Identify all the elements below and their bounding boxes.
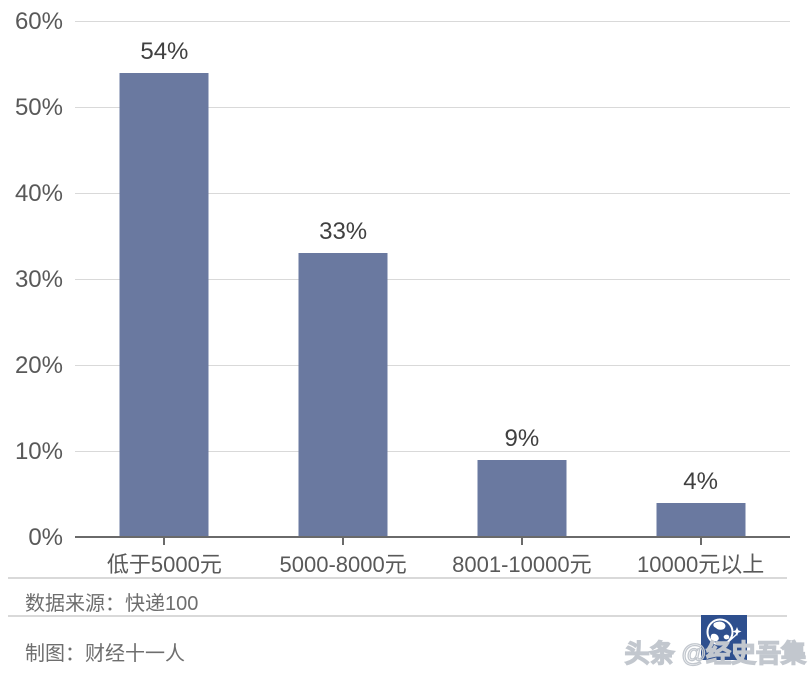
bar-chart-plot: 54% 33% 9% 4%: [75, 20, 790, 545]
bar-slot: 4%: [611, 21, 790, 545]
bar-value-label: 54%: [140, 37, 189, 65]
x-axis-line: [75, 535, 790, 538]
gridline: [75, 450, 790, 453]
chart-credit-text: 制图：财经十一人: [25, 643, 185, 665]
y-tick-label: 10%: [14, 437, 63, 465]
bar-value-label: 4%: [683, 467, 718, 495]
y-tick-label: 40%: [14, 179, 63, 207]
watermark: 头条 @经史吾集: [552, 610, 812, 690]
bar: [477, 459, 567, 537]
bar: [656, 502, 746, 537]
watermark-text: 头条 @经史吾集: [624, 639, 807, 668]
bar-slot: 33%: [254, 21, 433, 545]
x-axis-tick: [520, 538, 523, 545]
gridline: [75, 192, 790, 195]
bar-value-label: 33%: [319, 218, 368, 246]
data-source-text: 数据来源：快递100: [25, 593, 199, 615]
y-axis: 0% 10% 20% 30% 40% 50% 60%: [0, 8, 63, 551]
globe-shooting-star-logo-icon: [701, 615, 747, 660]
gridline: [75, 278, 790, 280]
gridline: [75, 20, 790, 22]
bar-slot: 54%: [75, 21, 254, 545]
bar-slot: 9%: [433, 21, 612, 545]
footer-divider-top: [8, 577, 787, 579]
x-axis-tick: [699, 538, 702, 545]
gridline: [75, 364, 790, 367]
y-tick-label: 20%: [14, 351, 63, 379]
footer-divider-bottom: [8, 615, 787, 617]
x-axis-tick: [163, 538, 166, 545]
x-axis-labels: 低于5000元 5000-8000元 8001-10000元 10000元以上: [75, 547, 790, 579]
bar: [298, 253, 388, 537]
gridline: [75, 106, 790, 108]
x-category-label: 10000元以上: [637, 552, 765, 577]
y-tick-label: 50%: [14, 93, 63, 121]
x-category-label: 5000-8000元: [279, 552, 407, 577]
x-axis-tick: [342, 538, 345, 545]
bar: [119, 72, 209, 537]
bar-value-label: 9%: [504, 424, 540, 452]
x-category-label: 8001-10000元: [452, 552, 592, 577]
x-category-label: 低于5000元: [106, 552, 222, 577]
y-tick-label: 30%: [14, 265, 63, 293]
y-tick-label: 0%: [28, 523, 63, 551]
bar-slots: 54% 33% 9% 4%: [75, 21, 790, 545]
y-tick-label: 60%: [14, 7, 63, 35]
